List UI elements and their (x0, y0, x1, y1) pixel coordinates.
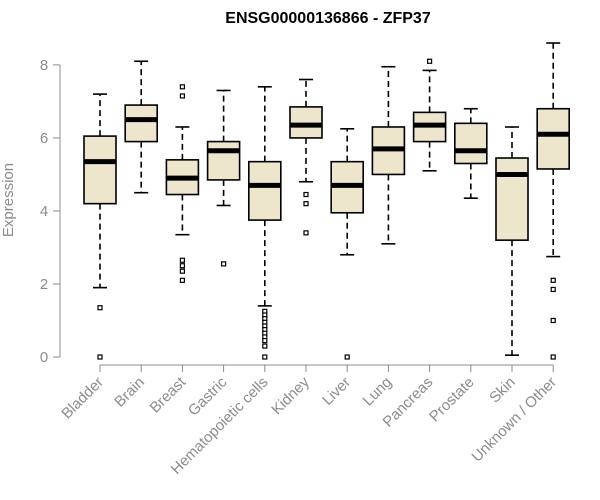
iqr-box (495, 157, 529, 241)
box-skin (495, 126, 529, 356)
x-tick-label: Skin (486, 374, 519, 407)
iqr-box (536, 107, 571, 170)
box-unknown-other (536, 42, 571, 360)
x-tick-label: Liver (319, 374, 354, 409)
y-axis-label: Expression (0, 163, 17, 237)
outlier-point (550, 277, 556, 283)
outlier-point (262, 343, 268, 349)
box-series (83, 42, 571, 360)
outlier-point (303, 191, 309, 198)
y-tick-label: 8 (40, 57, 48, 74)
outlier-point (179, 93, 185, 99)
box-hematopoietic-cells (248, 86, 282, 360)
outlier-point (550, 317, 556, 324)
outlier-point (262, 337, 268, 344)
x-tick-label: Prostate (426, 374, 478, 426)
chart-title: ENSG00000136866 - ZFP37 (225, 10, 431, 27)
box-prostate (453, 107, 488, 199)
outlier-point (179, 263, 185, 269)
outlier-point (179, 277, 185, 283)
outlier-point (550, 286, 556, 293)
iqr-box (83, 135, 117, 205)
box-pancreas (412, 58, 447, 172)
box-gastric (206, 89, 241, 267)
box-lung (371, 65, 406, 245)
iqr-box (453, 122, 488, 165)
outlier-point (179, 268, 185, 274)
outlier-point (179, 257, 185, 263)
iqr-box (289, 106, 323, 139)
box-kidney (289, 78, 323, 236)
iqr-box (206, 140, 241, 181)
box-liver (330, 128, 365, 360)
outlier-point (97, 305, 103, 311)
x-tick-label: Lung (360, 374, 396, 410)
x-tick-label: Kidney (268, 373, 313, 418)
outlier-point (427, 58, 433, 64)
outlier-point (550, 354, 556, 360)
outlier-point (303, 230, 309, 236)
box-breast (165, 84, 200, 283)
iqr-box (248, 160, 282, 221)
iqr-box (124, 104, 158, 143)
y-tick-label: 0 (40, 349, 48, 366)
outlier-point (97, 354, 103, 360)
box-brain (124, 60, 158, 194)
outlier-point (179, 84, 185, 90)
y-tick-label: 4 (40, 203, 48, 220)
outlier-point (221, 261, 227, 267)
y-tick-label: 2 (40, 276, 48, 293)
x-tick-label: Bladder (58, 374, 107, 423)
y-axis: 0 2 4 6 8 (40, 57, 61, 366)
outlier-point (262, 354, 268, 360)
y-tick-label: 6 (40, 130, 48, 147)
outlier-point (344, 354, 350, 360)
box-bladder (83, 93, 117, 360)
x-tick-label: Brain (111, 374, 148, 411)
x-tick-label: Breast (147, 373, 190, 416)
outlier-point (303, 201, 309, 207)
